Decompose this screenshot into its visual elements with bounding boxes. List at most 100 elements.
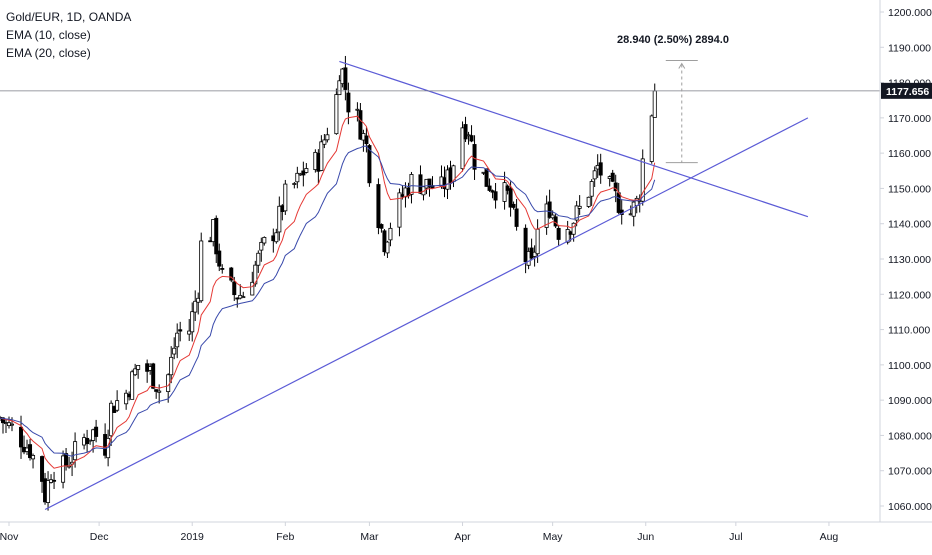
- candle-body: [229, 267, 234, 281]
- candle-body: [241, 296, 246, 299]
- y-tick-label: 1190.000: [888, 42, 931, 54]
- ema20-line: [0, 145, 656, 457]
- candle-body: [1, 417, 6, 424]
- candle: [631, 200, 636, 227]
- candle: [502, 171, 507, 210]
- candle-body: [301, 170, 306, 176]
- candle-body: [193, 300, 198, 313]
- candle: [355, 102, 360, 122]
- candle-body: [124, 392, 129, 405]
- legend-ema10[interactable]: EMA (10, close): [6, 28, 91, 42]
- candle: [379, 223, 384, 233]
- candle: [469, 125, 474, 143]
- candle: [169, 346, 174, 384]
- candle-body: [382, 230, 387, 253]
- y-tick-label: 1150.000: [888, 183, 931, 195]
- candle: [241, 291, 246, 299]
- candle: [532, 245, 537, 267]
- candle: [397, 188, 402, 237]
- x-tick-label: 2019: [181, 531, 205, 543]
- candle-body: [523, 227, 528, 263]
- candle-body: [376, 184, 381, 229]
- candle: [94, 419, 99, 443]
- candle-body: [175, 332, 180, 348]
- candle-body: [487, 185, 492, 191]
- candle-body: [598, 162, 603, 176]
- candle-body: [253, 264, 258, 285]
- y-tick-label: 1100.000: [888, 360, 931, 372]
- x-tick-label: May: [543, 531, 564, 543]
- candle: [484, 168, 489, 187]
- candle-body: [493, 191, 498, 201]
- current-price-box: [881, 82, 932, 99]
- measure-label: 28.940 (2.50%) 2894.0: [617, 34, 729, 46]
- candle: [523, 224, 528, 274]
- candle-body: [133, 368, 138, 376]
- candle-body: [514, 208, 519, 227]
- candle-body: [535, 228, 540, 255]
- candle-body: [256, 252, 261, 266]
- candle-body: [46, 480, 51, 503]
- candle-body: [169, 356, 174, 376]
- candle: [115, 390, 120, 413]
- measure-tool: [665, 60, 698, 164]
- candle-body: [130, 371, 135, 400]
- y-tick-label: 1120.000: [888, 289, 931, 301]
- candle-body: [28, 444, 33, 459]
- candle-body: [64, 453, 69, 466]
- candle: [610, 169, 615, 183]
- candle: [136, 364, 141, 379]
- candle: [214, 215, 219, 264]
- trendline-layer: [0, 60, 880, 511]
- candle: [508, 181, 513, 217]
- candle: [292, 181, 297, 189]
- x-axis-background: [0, 522, 932, 550]
- candle-body: [337, 80, 342, 96]
- candle: [376, 178, 381, 235]
- candle: [172, 337, 177, 360]
- candle: [358, 102, 363, 140]
- candle: [322, 133, 327, 149]
- candle: [526, 247, 531, 270]
- x-tick-label: Feb: [276, 531, 294, 543]
- candle-body: [574, 205, 579, 221]
- candle: [325, 127, 330, 143]
- candle-body: [214, 217, 219, 255]
- candle-body: [220, 268, 225, 270]
- candle-body: [367, 145, 372, 184]
- candle-body: [364, 135, 369, 145]
- candle: [463, 116, 468, 142]
- candle-body: [511, 203, 516, 208]
- candle: [61, 450, 66, 489]
- candle: [295, 166, 300, 189]
- candle: [157, 384, 162, 404]
- candle: [124, 389, 129, 410]
- candle-body: [172, 347, 177, 355]
- candle-body: [334, 94, 339, 135]
- candle: [388, 222, 393, 247]
- candle-body: [553, 216, 558, 227]
- candle: [130, 369, 135, 400]
- candle: [274, 228, 279, 244]
- y-tick-label: 1160.000: [888, 148, 931, 160]
- candle: [1, 417, 6, 434]
- legend-ema20[interactable]: EMA (20, close): [6, 46, 91, 60]
- candle: [334, 88, 339, 135]
- candle: [304, 163, 309, 174]
- y-tick-label: 1080.000: [888, 430, 932, 442]
- candle: [229, 266, 234, 283]
- candle-body: [550, 214, 555, 219]
- candle: [154, 389, 159, 399]
- candle: [190, 302, 195, 342]
- x-tick-label: Mar: [360, 531, 379, 543]
- candle-body: [274, 232, 279, 243]
- ema-layer: [0, 115, 656, 469]
- candle: [187, 319, 192, 341]
- candle-body: [649, 115, 654, 162]
- candle-body: [322, 139, 327, 145]
- y-tick-label: 1200.000: [888, 7, 932, 19]
- legend-symbol[interactable]: Gold/EUR, 1D, OANDA: [6, 10, 132, 24]
